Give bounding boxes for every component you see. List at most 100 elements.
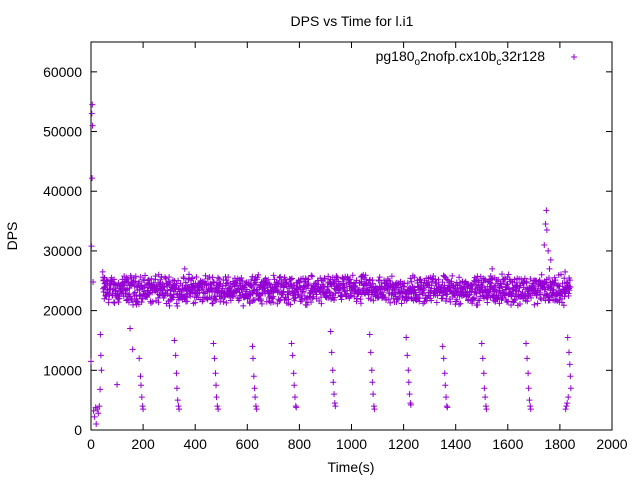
data-point — [88, 243, 95, 250]
y-tick-label: 0 — [74, 422, 82, 438]
data-point — [123, 274, 130, 281]
data-point — [211, 355, 218, 362]
data-point — [182, 279, 189, 286]
data-point — [166, 274, 173, 281]
data-point — [307, 299, 314, 306]
data-point — [215, 274, 222, 281]
y-tick-label: 60000 — [43, 64, 82, 80]
x-tick-label: 1600 — [492, 436, 523, 452]
y-tick-label: 50000 — [43, 124, 82, 140]
data-point — [454, 296, 461, 303]
data-point — [563, 403, 570, 410]
data-point — [370, 297, 377, 304]
data-point — [136, 278, 143, 285]
data-point — [527, 406, 534, 413]
data-point — [538, 271, 545, 278]
data-point — [292, 403, 299, 410]
data-point — [499, 271, 506, 278]
data-point — [93, 421, 100, 428]
data-point — [100, 277, 107, 284]
data-point — [368, 367, 375, 374]
data-point — [305, 276, 312, 283]
data-point — [370, 403, 377, 410]
data-point — [495, 294, 502, 301]
data-point — [545, 274, 552, 281]
data-point — [547, 256, 554, 263]
data-point — [90, 407, 97, 414]
data-point — [223, 280, 230, 287]
data-point — [562, 406, 569, 413]
data-point — [362, 290, 369, 297]
data-point — [432, 276, 439, 283]
data-point — [511, 296, 518, 303]
data-point — [521, 275, 528, 282]
data-point — [127, 325, 134, 332]
data-point — [129, 297, 136, 304]
data-point — [240, 302, 247, 309]
data-point — [88, 358, 94, 365]
data-point — [500, 278, 507, 285]
x-tick-label: 2000 — [596, 436, 627, 452]
data-point — [291, 297, 298, 304]
data-point — [257, 296, 264, 303]
data-point — [536, 280, 543, 287]
data-point — [561, 293, 568, 300]
data-point — [566, 283, 573, 290]
data-point — [558, 271, 565, 278]
data-point — [439, 279, 446, 286]
data-point — [490, 293, 497, 300]
data-point — [525, 370, 532, 377]
data-point — [476, 297, 483, 304]
data-point — [210, 340, 217, 347]
data-point — [193, 273, 200, 280]
x-tick-label: 400 — [184, 436, 208, 452]
data-point — [214, 403, 221, 410]
data-point — [270, 299, 277, 306]
data-point — [404, 280, 411, 287]
data-point — [123, 287, 130, 294]
data-point — [473, 290, 480, 297]
data-point — [305, 281, 312, 288]
data-point — [405, 379, 412, 386]
data-point — [120, 282, 127, 289]
data-point — [478, 340, 485, 347]
data-point — [508, 302, 515, 309]
data-point — [407, 401, 414, 408]
data-point — [308, 272, 315, 279]
data-point — [556, 296, 563, 303]
chart-title: DPS vs Time for l.i1 — [291, 13, 414, 29]
data-point — [449, 272, 456, 279]
data-point — [252, 394, 259, 401]
data-point — [216, 275, 223, 282]
data-point — [566, 361, 573, 368]
data-point — [155, 299, 162, 306]
data-point — [338, 296, 345, 303]
data-point — [161, 284, 168, 291]
legend-label-part-2: 2nofp.cx10b — [420, 48, 496, 64]
data-point — [404, 352, 411, 359]
data-point — [287, 276, 294, 283]
data-point — [288, 275, 295, 282]
data-point — [299, 288, 306, 295]
data-point — [564, 400, 571, 407]
data-point — [309, 273, 316, 280]
data-point — [250, 355, 257, 362]
data-point — [347, 276, 354, 283]
data-point — [504, 280, 511, 287]
data-point — [176, 406, 183, 413]
data-point — [212, 370, 219, 377]
data-point — [328, 296, 335, 303]
data-point — [96, 403, 103, 410]
data-point — [556, 283, 563, 290]
data-point — [321, 275, 328, 282]
data-point — [474, 301, 481, 308]
data-point — [146, 290, 153, 297]
data-point — [483, 406, 490, 413]
data-point — [444, 404, 451, 411]
data-point — [331, 400, 338, 407]
data-point — [236, 295, 243, 302]
data-point — [89, 122, 96, 129]
data-point — [192, 299, 199, 306]
data-point — [309, 295, 316, 302]
data-point — [331, 391, 338, 398]
